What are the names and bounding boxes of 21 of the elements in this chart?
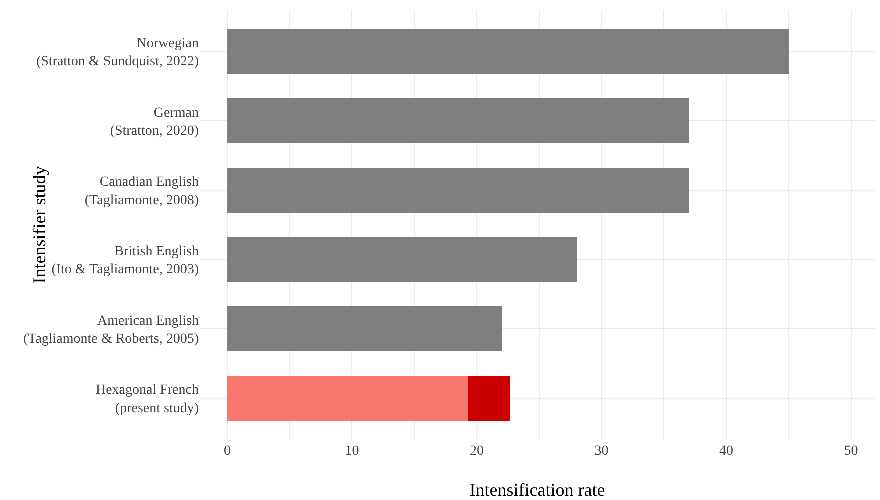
x-tick-label: 30 — [594, 444, 609, 459]
x-tick-label: 0 — [224, 444, 231, 459]
y-tick-label: Hexagonal French (present study) — [96, 383, 200, 416]
bar — [227, 98, 690, 144]
bar — [227, 376, 468, 421]
bar — [468, 376, 511, 421]
x-tick-label: 10 — [345, 444, 360, 459]
x-axis-title: Intensification rate — [470, 480, 606, 500]
x-tick-label: 40 — [720, 444, 734, 459]
y-tick-label: Canadian English (Tagliamonte, 2008) — [84, 175, 200, 208]
bar — [227, 168, 690, 213]
y-tick-label: American English (Tagliamonte & Roberts, 2005) — [23, 314, 200, 348]
y-axis-title: Intensifier study — [30, 166, 50, 284]
y-tick-label: Norwegian (Stratton & Sundquist, 2022) — [36, 36, 200, 70]
bar — [227, 29, 789, 74]
y-tick-label: British English (Ito & Tagliamonte, 2003) — [52, 244, 200, 278]
bar — [227, 306, 502, 352]
x-tick-label: 20 — [470, 444, 484, 459]
bar — [227, 237, 577, 282]
y-tick-label: German (Stratton, 2020) — [110, 106, 200, 139]
x-tick-label: 50 — [844, 444, 858, 459]
